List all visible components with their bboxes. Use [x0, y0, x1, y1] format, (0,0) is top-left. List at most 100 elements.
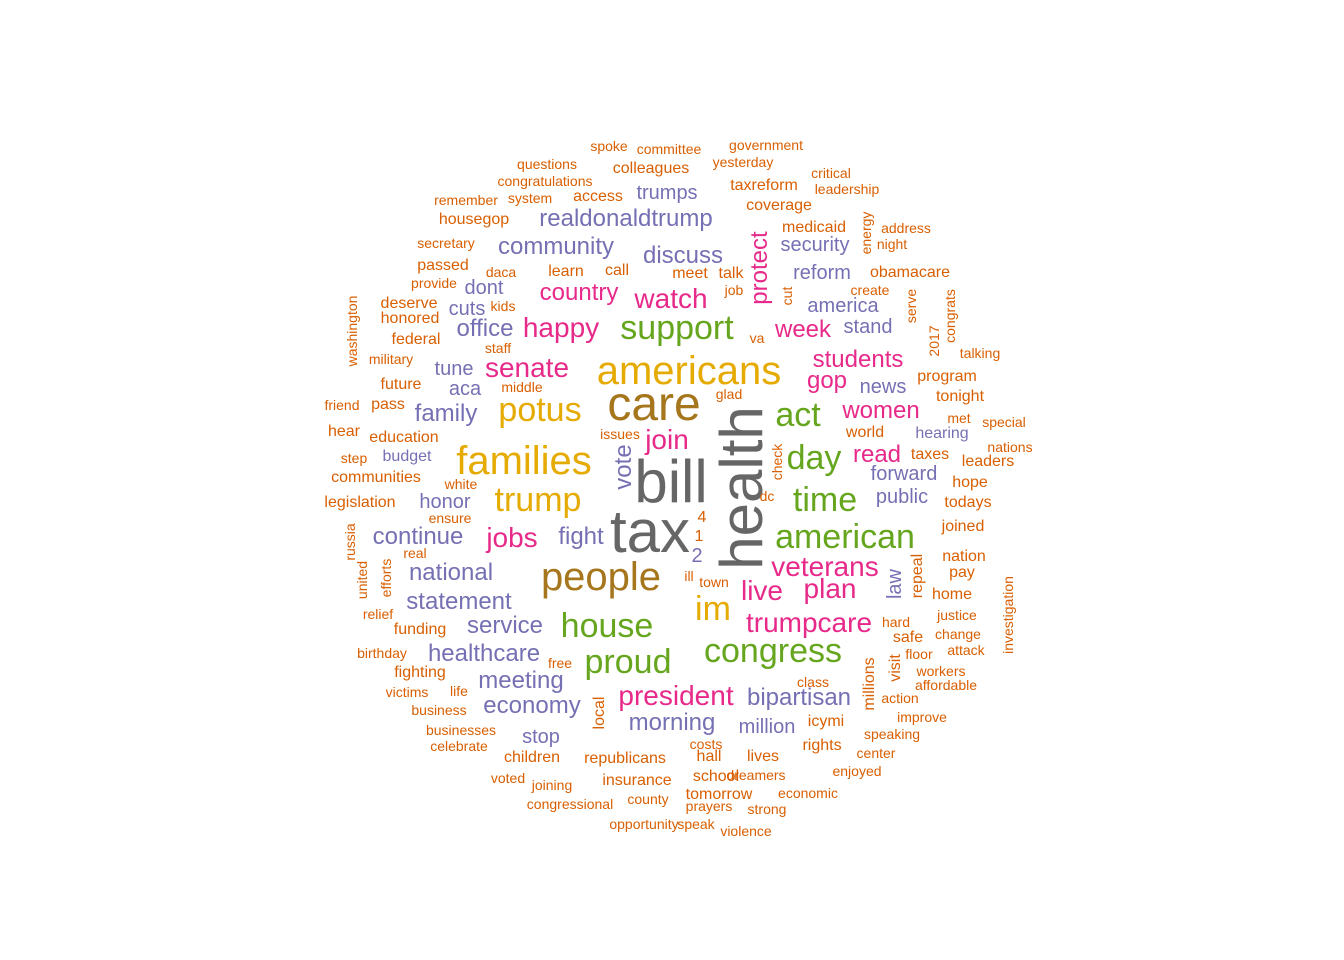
word-business: business: [411, 703, 466, 717]
word-honored: honored: [381, 311, 440, 327]
word-fighting: fighting: [394, 665, 446, 681]
word-program: program: [917, 369, 977, 385]
word-night: night: [877, 237, 907, 251]
word-future: future: [381, 377, 422, 393]
word-action: action: [881, 691, 918, 705]
word-celebrate: celebrate: [430, 739, 488, 753]
word-home: home: [932, 587, 972, 603]
word-meet: meet: [672, 266, 708, 282]
word-taxes: taxes: [911, 447, 949, 463]
word-middle: middle: [501, 380, 542, 394]
word-security: security: [781, 235, 850, 255]
word-jobs: jobs: [486, 524, 537, 552]
word-investigation: investigation: [1001, 576, 1015, 654]
word-2: 2: [691, 546, 702, 566]
word-energy: energy: [859, 212, 873, 255]
word-time: time: [793, 483, 857, 517]
word-icymi: icymi: [808, 714, 844, 730]
word-public: public: [876, 487, 928, 507]
word-americans: americans: [597, 351, 782, 391]
word-honor: honor: [419, 492, 470, 512]
word-republicans: republicans: [584, 751, 666, 767]
word-pass: pass: [371, 397, 405, 413]
word-improve: improve: [897, 710, 947, 724]
word-children: children: [504, 750, 560, 766]
word-government: government: [729, 138, 803, 152]
word-taxreform: taxreform: [730, 178, 798, 194]
word-victims: victims: [386, 685, 429, 699]
word-friend: friend: [324, 398, 359, 412]
word-hope: hope: [952, 475, 988, 491]
word-glad: glad: [716, 387, 742, 401]
word-economy: economy: [483, 694, 580, 718]
word-remember: remember: [434, 193, 498, 207]
word-enjoyed: enjoyed: [832, 764, 881, 778]
word-leaders: leaders: [962, 454, 1014, 470]
word-yesterday: yesterday: [713, 155, 774, 169]
word-american: american: [775, 520, 915, 554]
word-serve: serve: [904, 289, 918, 323]
word-class: class: [797, 675, 829, 689]
word-safe: safe: [893, 630, 923, 646]
word-president: president: [618, 682, 733, 710]
word-dont: dont: [465, 278, 504, 298]
word-violence: violence: [720, 824, 771, 838]
word-families: families: [456, 441, 592, 481]
word-meeting: meeting: [478, 669, 563, 693]
word-affordable: affordable: [915, 678, 977, 692]
word-reform: reform: [793, 263, 851, 283]
word-coverage: coverage: [746, 198, 812, 214]
word-potus: potus: [498, 393, 581, 427]
word-special: special: [982, 415, 1026, 429]
word-talk: talk: [719, 266, 744, 282]
word-lives: lives: [747, 749, 779, 765]
word-2017: 2017: [927, 325, 941, 356]
word-realdonaldtrump: realdonaldtrump: [539, 207, 712, 231]
word-day: day: [787, 441, 842, 475]
word-job: job: [725, 283, 744, 297]
word-million: million: [739, 717, 796, 737]
word-learn: learn: [548, 264, 584, 280]
word-provide: provide: [411, 276, 457, 290]
word-visit: visit: [888, 654, 904, 682]
word-vote: vote: [612, 444, 636, 489]
word-birthday: birthday: [357, 646, 407, 660]
word-america: america: [807, 296, 878, 316]
word-secretary: secretary: [417, 236, 475, 250]
word-cut: cut: [780, 287, 794, 306]
word-budget: budget: [383, 449, 432, 465]
word-local: local: [592, 697, 608, 730]
word-proud: proud: [585, 645, 672, 679]
word-military: military: [369, 352, 413, 366]
word-legislation: legislation: [324, 495, 395, 511]
word-staff: staff: [485, 341, 511, 355]
word-4: 4: [698, 510, 707, 526]
word-medicaid: medicaid: [782, 220, 846, 236]
word-stand: stand: [844, 317, 893, 337]
word-dreamers: dreamers: [726, 768, 785, 782]
word-businesses: businesses: [426, 723, 496, 737]
word-watch: watch: [634, 285, 707, 313]
word-forward: forward: [871, 464, 938, 484]
word-va: va: [750, 331, 765, 345]
word-law: law: [885, 569, 905, 599]
word-efforts: efforts: [379, 559, 393, 598]
word-1: 1: [695, 529, 704, 545]
word-join: join: [645, 426, 689, 454]
word-leadership: leadership: [815, 182, 880, 196]
word-tune: tune: [435, 359, 474, 379]
word-family: family: [415, 402, 478, 426]
word-statement: statement: [406, 590, 511, 614]
word-trumps: trumps: [636, 183, 697, 203]
word-economic: economic: [778, 786, 838, 800]
word-veterans: veterans: [771, 553, 878, 581]
word-town: town: [699, 575, 729, 589]
word-country: country: [540, 281, 619, 305]
word-nations: nations: [987, 440, 1032, 454]
word-kids: kids: [491, 299, 516, 313]
word-opportunity: opportunity: [609, 817, 678, 831]
word-community: community: [498, 235, 614, 259]
word-spoke: spoke: [590, 139, 627, 153]
word-millions: millions: [862, 657, 878, 710]
